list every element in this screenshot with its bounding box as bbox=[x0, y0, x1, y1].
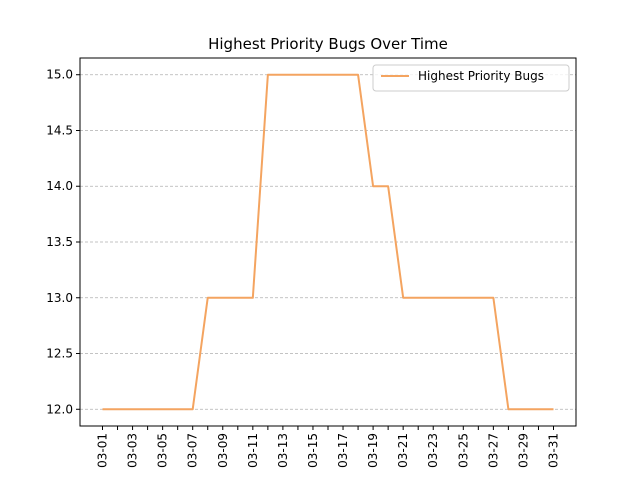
y-tick-label: 13.5 bbox=[46, 235, 73, 249]
x-tick-label: 03-29 bbox=[516, 433, 530, 468]
x-tick-label: 03-27 bbox=[486, 433, 500, 468]
x-tick-label: 03-19 bbox=[366, 433, 380, 468]
x-tick-label: 03-17 bbox=[336, 433, 350, 468]
series-line bbox=[102, 73, 554, 411]
x-tick-label: 03-21 bbox=[396, 433, 410, 468]
x-tick-label: 03-15 bbox=[306, 433, 320, 468]
legend-label: Highest Priority Bugs bbox=[418, 69, 544, 83]
x-tick-label: 03-11 bbox=[246, 433, 260, 468]
y-tick-label: 15.0 bbox=[46, 68, 73, 82]
chart-title: Highest Priority Bugs Over Time bbox=[208, 35, 448, 53]
x-tick-label: 03-05 bbox=[156, 433, 170, 468]
legend-box bbox=[372, 64, 570, 92]
y-axis: 12.0 12.5 13.0 13.5 14.0 14.5 15.0 bbox=[46, 68, 80, 416]
legend: Highest Priority Bugs bbox=[372, 64, 570, 92]
y-tick-label: 12.5 bbox=[46, 347, 73, 361]
series-layer bbox=[102, 73, 554, 411]
y-tick-label: 12.0 bbox=[46, 402, 73, 416]
x-tick-label: 03-01 bbox=[96, 433, 110, 468]
x-axis: 03-01 03-03 03-05 03-07 03-09 03-11 03-13 03-15… bbox=[96, 426, 561, 468]
x-tick-label: 03-31 bbox=[547, 433, 561, 468]
y-tick-label: 14.5 bbox=[46, 123, 73, 137]
y-tick-label: 14.0 bbox=[46, 179, 73, 193]
x-tick-label: 03-03 bbox=[126, 433, 140, 468]
y-tick-label: 13.0 bbox=[46, 291, 73, 305]
x-tick-label: 03-25 bbox=[456, 433, 470, 468]
x-tick-label: 03-07 bbox=[186, 433, 200, 468]
x-tick-label: 03-23 bbox=[426, 433, 440, 468]
x-tick-label: 03-13 bbox=[276, 433, 290, 468]
x-tick-label: 03-09 bbox=[216, 433, 230, 468]
